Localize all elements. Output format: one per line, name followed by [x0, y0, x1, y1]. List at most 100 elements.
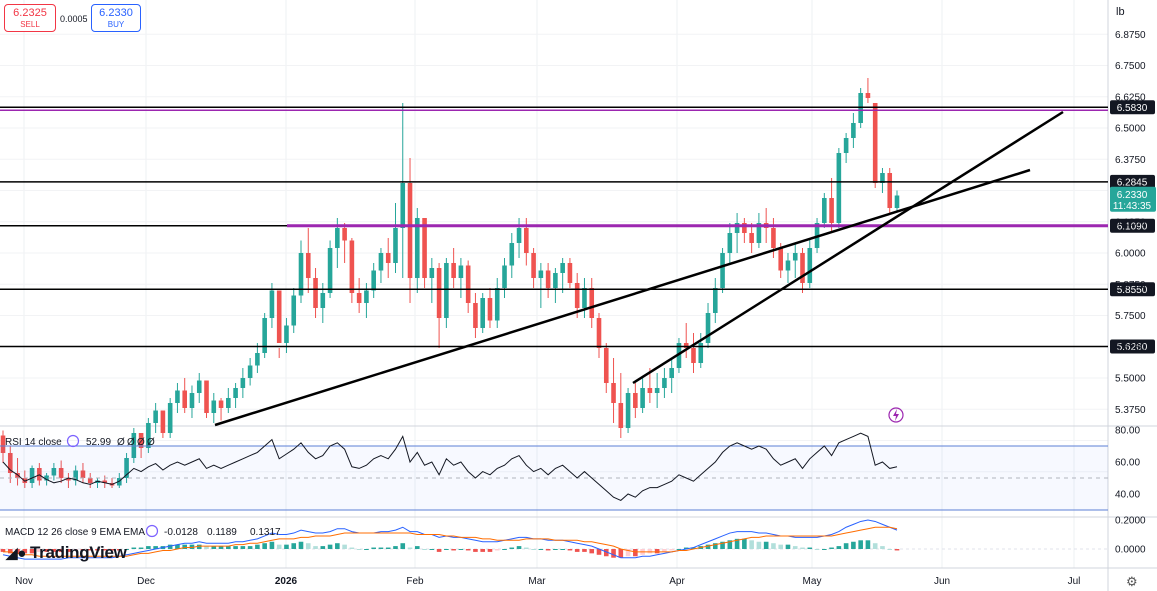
candle-body: [589, 288, 595, 318]
price-axis-tick: 5.8750: [1115, 280, 1146, 291]
candle-body: [320, 293, 326, 308]
level-tag-text: 6.1090: [1117, 221, 1148, 232]
last-price-tag-bg: [1110, 186, 1156, 212]
candle-body: [807, 248, 813, 283]
candle-body: [196, 380, 202, 393]
macd-histogram-bar: [153, 546, 158, 549]
macd-histogram-bar: [778, 544, 784, 549]
candle-body: [851, 123, 856, 138]
candle-body: [538, 270, 544, 278]
candle-body: [87, 478, 93, 483]
sell-button[interactable]: 6.2325 SELL: [4, 4, 56, 32]
candle-body: [669, 368, 674, 378]
macd-histogram-bar: [872, 543, 878, 549]
candle-body: [385, 253, 391, 263]
candle-body: [742, 223, 747, 233]
candle-body: [603, 348, 609, 383]
time-axis-tick: 2026: [275, 576, 298, 587]
candle-body: [0, 435, 6, 453]
macd-histogram-bar: [756, 541, 762, 549]
candle-body: [429, 268, 435, 278]
macd-histogram-bar: [611, 549, 616, 558]
macd-histogram-bar: [894, 549, 900, 551]
candle-body: [204, 380, 209, 413]
level-tag-text: 5.8550: [1117, 285, 1148, 296]
candle-body: [167, 403, 173, 433]
level-tag-bg: [1110, 174, 1155, 189]
macd-histogram-bar: [633, 549, 638, 557]
macd-histogram-bar: [560, 549, 565, 550]
time-axis-tick: Jun: [934, 576, 950, 587]
macd-histogram-bar: [625, 549, 631, 557]
candle-body: [335, 228, 340, 248]
tradingview-logo-text: TradingView: [30, 543, 127, 562]
macd-histogram-bar: [102, 549, 108, 551]
macd-histogram-bar: [567, 549, 573, 551]
macd-histogram-bar: [829, 547, 834, 549]
candle-body: [574, 283, 580, 308]
candle-body: [829, 198, 834, 223]
macd-histogram-bar: [291, 543, 297, 549]
price-axis-tick: 5.3750: [1115, 405, 1146, 416]
macd-histogram-bar: [814, 549, 820, 550]
level-tag-bg: [1110, 100, 1155, 115]
macd-histogram-bar: [414, 546, 420, 549]
candle-body: [727, 233, 733, 253]
macd-histogram-bar: [516, 546, 522, 549]
candle-body: [414, 218, 420, 278]
last-price-tag-text: 6.2330: [1117, 190, 1148, 201]
buy-label: BUY: [107, 20, 125, 29]
candle-body: [189, 393, 195, 408]
candle-body: [524, 228, 529, 253]
candle-body: [553, 273, 558, 288]
candle-body: [836, 153, 842, 223]
rsi-axis-tick: 40.00: [1115, 490, 1140, 501]
macd-histogram-bar: [429, 549, 435, 550]
rsi-axis-tick: 60.00: [1115, 458, 1140, 469]
macd-histogram-bar: [196, 544, 202, 549]
macd-histogram-bar: [451, 549, 456, 551]
macd-histogram-bar: [51, 549, 57, 552]
macd-histogram-bar: [545, 549, 551, 551]
price-axis-tick: 6.0000: [1115, 249, 1146, 260]
macd-histogram-bar: [313, 546, 318, 549]
candle-body: [625, 393, 631, 428]
candle-body: [218, 400, 224, 408]
candle-body: [618, 403, 624, 428]
candle-body: [582, 288, 587, 308]
macd-histogram-bar: [669, 549, 674, 551]
macd-histogram-bar: [487, 549, 493, 552]
candle-body: [451, 263, 456, 278]
candle-body: [560, 263, 565, 273]
macd-histogram-bar: [509, 547, 515, 549]
rsi-axis-tick: 80.00: [1115, 426, 1140, 437]
candle-body: [705, 313, 711, 343]
macd-histogram-bar: [647, 549, 653, 554]
macd-histogram-bar: [785, 544, 791, 549]
buy-button[interactable]: 6.2330 BUY: [91, 4, 141, 32]
candle-body: [749, 233, 754, 243]
rsi-na-value: Ø: [147, 437, 155, 448]
macd-histogram-bar: [175, 544, 180, 549]
candle-body: [756, 223, 762, 243]
macd-histogram-bar: [538, 549, 544, 550]
candle-body: [349, 240, 355, 293]
macd-histogram-bar: [553, 549, 558, 550]
macd-histogram-bar: [298, 541, 304, 549]
macd-histogram-bar: [596, 549, 602, 555]
price-unit[interactable]: lb: [1116, 6, 1125, 18]
level-tag-text: 6.2845: [1117, 177, 1148, 188]
candle-body: [662, 378, 667, 388]
macd-settings-icon: [145, 524, 159, 538]
macd-histogram-bar: [22, 549, 28, 554]
candle-body: [116, 478, 122, 486]
macd-histogram-bar: [705, 544, 711, 549]
macd-histogram-bar: [204, 546, 209, 549]
macd-histogram-bar: [524, 547, 529, 549]
candle-body: [800, 253, 805, 283]
time-axis-tick: Apr: [669, 576, 685, 587]
macd-histogram-bar: [618, 549, 624, 558]
candle-body: [160, 410, 166, 433]
gear-icon[interactable]: ⚙: [1126, 574, 1138, 589]
